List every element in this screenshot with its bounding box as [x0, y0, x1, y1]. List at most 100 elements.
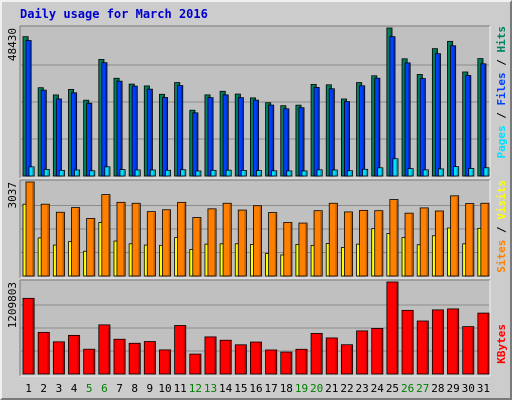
bar-sites-day-17: [268, 212, 278, 277]
bar-sites-day-31: [480, 202, 490, 277]
x-tick-label-26: 26: [401, 382, 414, 395]
bar-shade: [471, 169, 474, 176]
x-tick-label-19: 19: [295, 382, 308, 395]
x-tick-label-30: 30: [462, 382, 475, 395]
panel-pages-files-hits: 48430: [6, 25, 491, 179]
bar-sites-day-10: [162, 209, 172, 277]
bar-sites-day-14: [222, 202, 232, 277]
bar-shade: [408, 63, 410, 176]
bar-shade: [168, 350, 171, 374]
x-tick-label-29: 29: [446, 382, 459, 395]
bar-shade: [335, 338, 337, 374]
bar-sites-day-28: [434, 210, 444, 277]
bar-kbytes-day-16: [250, 341, 262, 375]
bar-pages-day-25: [392, 158, 399, 177]
bar-shade: [229, 171, 231, 176]
bar-shade: [286, 109, 289, 176]
bar-shade: [365, 170, 368, 176]
bar-shade: [441, 212, 444, 276]
bar-kbytes-day-6: [98, 324, 111, 375]
bar-pages-day-18: [286, 170, 293, 177]
bar-files-day-14: [222, 94, 229, 177]
bar-shade: [302, 108, 304, 176]
bar-pages-day-14: [225, 169, 232, 177]
bar-sites-day-8: [131, 202, 141, 277]
bar-kbytes-day-11: [174, 325, 187, 375]
bar-files-day-7: [116, 80, 123, 177]
bar-shade: [274, 350, 277, 374]
bar-shade: [259, 171, 262, 176]
bar-sites-day-30: [465, 203, 475, 277]
bar-shade: [456, 167, 459, 176]
bar-kbytes-day-4: [68, 334, 81, 375]
bar-shade: [138, 170, 140, 176]
bar-shade: [195, 113, 198, 176]
bar-shade: [153, 342, 155, 374]
bar-kbytes-day-31: [477, 312, 490, 375]
bar-shade: [396, 159, 398, 176]
x-tick-label-14: 14: [219, 382, 233, 395]
bar-shade: [320, 334, 322, 374]
bar-shade: [365, 331, 368, 374]
bar-pages-day-27: [422, 169, 429, 177]
bar-kbytes-day-14: [219, 339, 232, 375]
bar-shade: [380, 211, 383, 276]
bar-sites-day-1: [25, 181, 35, 277]
bar-shade: [256, 101, 259, 176]
bar-files-day-9: [146, 88, 153, 177]
bar-shade: [165, 98, 168, 176]
x-tick-label-31: 31: [477, 382, 490, 395]
bar-shade: [138, 204, 140, 276]
bar-kbytes-day-5: [83, 348, 96, 375]
bar-shade: [274, 171, 277, 176]
bar-shade: [92, 219, 95, 276]
bar-kbytes-day-22: [340, 344, 353, 375]
bar-sites-day-9: [146, 211, 156, 277]
legend-part: /: [495, 106, 508, 126]
bar-shade: [350, 171, 353, 176]
bar-kbytes-day-15: [234, 344, 247, 375]
bar-sites-day-5: [86, 218, 96, 277]
bar-shade: [453, 46, 456, 176]
x-tick-label-8: 8: [131, 382, 138, 395]
bar-sites-day-7: [116, 201, 126, 277]
bar-files-day-19: [298, 107, 305, 177]
bar-shade: [62, 213, 64, 276]
x-tick-label-13: 13: [204, 382, 217, 395]
bar-kbytes-day-9: [143, 341, 156, 375]
bar-files-day-5: [86, 102, 93, 177]
bar-shade: [305, 224, 307, 276]
x-tick-label-5: 5: [86, 382, 93, 395]
bar-shade: [47, 205, 49, 276]
bar-shade: [211, 98, 213, 176]
bar-shade: [456, 196, 459, 276]
bar-kbytes-day-1: [22, 297, 35, 375]
x-tick-label-7: 7: [116, 382, 123, 395]
bar-kbytes-day-10: [159, 349, 172, 375]
x-tick-label-3: 3: [56, 382, 63, 395]
legend-part: /: [495, 220, 508, 240]
x-tick-label-24: 24: [371, 382, 385, 395]
bar-shade: [32, 167, 34, 176]
bar-shade: [77, 171, 80, 176]
x-tick-label-2: 2: [40, 382, 47, 395]
bar-pages-day-24: [377, 167, 384, 177]
x-tick-label-23: 23: [356, 382, 369, 395]
bar-shade: [229, 341, 231, 374]
bar-shade: [62, 171, 64, 176]
bar-shade: [289, 171, 292, 176]
bar-kbytes-day-20: [310, 332, 323, 375]
bar-shade: [487, 314, 489, 374]
bar-shade: [89, 104, 92, 176]
bar-files-day-21: [328, 88, 335, 177]
x-tick-label-22: 22: [340, 382, 353, 395]
bar-shade: [107, 195, 110, 276]
bar-shade: [317, 88, 319, 176]
bar-shade: [153, 171, 155, 176]
bar-kbytes-day-21: [325, 337, 338, 375]
bar-pages-day-30: [468, 168, 475, 177]
bar-kbytes-day-27: [416, 320, 429, 375]
bar-sites-day-3: [55, 211, 65, 277]
bar-shade: [380, 168, 383, 176]
